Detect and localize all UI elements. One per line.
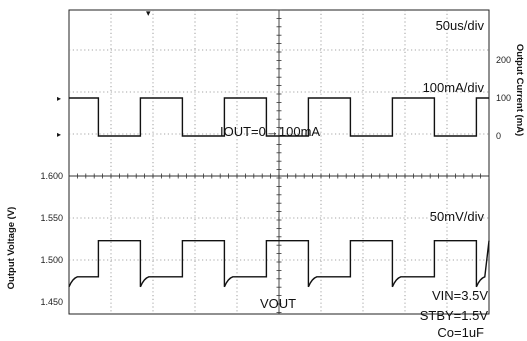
- current-tick-label: 0: [496, 131, 501, 141]
- y-axis-label-current: Output Current (mA): [514, 44, 525, 136]
- graticule: [68, 9, 490, 314]
- channel-marker-2: ▸: [57, 130, 61, 139]
- voltage-tick-label: 1.450: [40, 297, 63, 307]
- trigger-marker-top: ▾: [146, 8, 151, 18]
- current-tick-label: 100: [496, 93, 511, 103]
- condition-vin: VIN=3.5V: [432, 288, 488, 303]
- time-per-div-label: 50us/div: [436, 18, 485, 33]
- traces: [68, 97, 490, 288]
- y-axis-label-voltage: Output Voltage (V): [6, 207, 17, 290]
- vout-trace-label: VOUT: [260, 296, 296, 311]
- voltage-tick-label: 1.600: [40, 171, 63, 181]
- voltage-tick-label: 1.550: [40, 213, 63, 223]
- current-scale-label: 100mA/div: [423, 80, 485, 95]
- current-trace: [69, 97, 489, 137]
- channel-marker-1: ▸: [57, 94, 61, 103]
- current-tick-label: 200: [496, 55, 511, 65]
- condition-stby: STBY=1.5V: [420, 308, 489, 323]
- y-tick-labels: 0 100 200 1.450 1.500 1.550 1.600: [40, 55, 511, 307]
- current-step-annotation: IOUT=0→100mA: [220, 124, 320, 139]
- voltage-trace: [68, 239, 490, 288]
- voltage-tick-label: 1.500: [40, 255, 63, 265]
- condition-co: Co=1uF: [437, 325, 484, 340]
- voltage-scale-label: 50mV/div: [430, 209, 485, 224]
